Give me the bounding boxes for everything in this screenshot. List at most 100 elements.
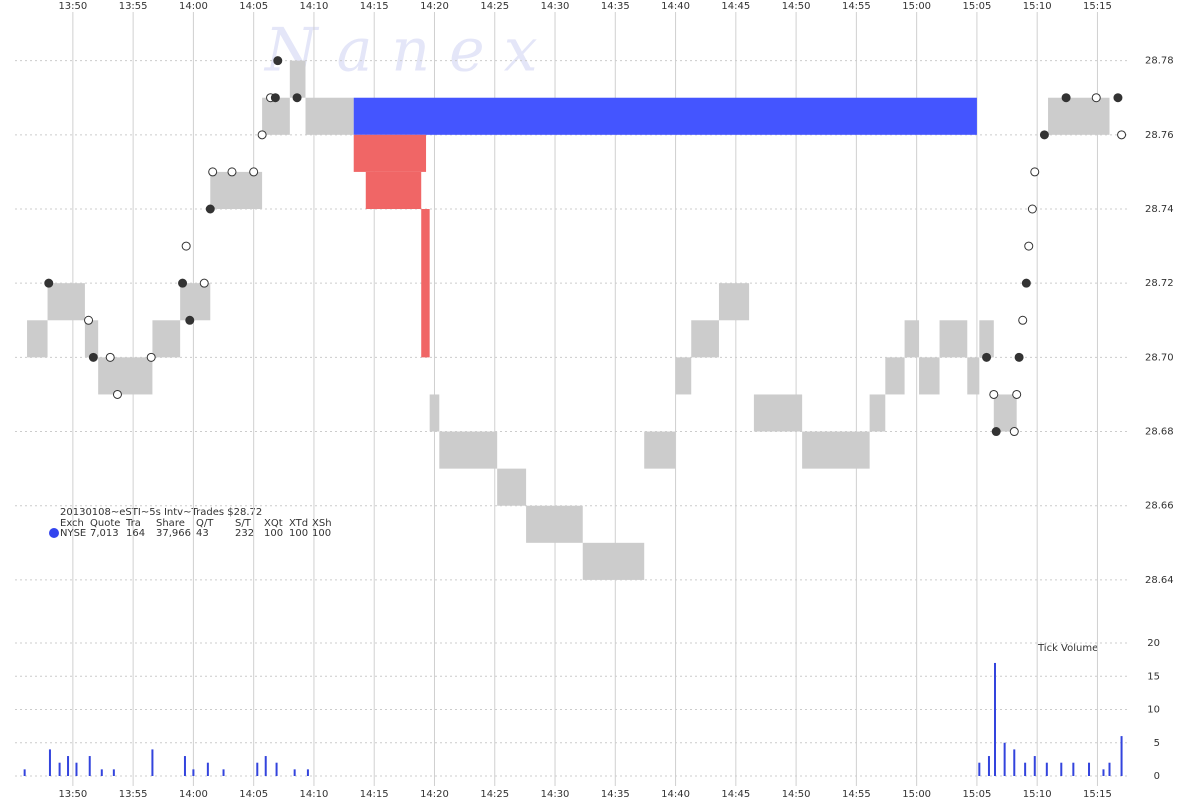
trade-point	[989, 389, 999, 399]
volume-bar	[151, 749, 154, 776]
trade-point	[181, 241, 191, 251]
trade-point	[257, 130, 267, 140]
volume-bar	[306, 769, 309, 776]
x-tick-label: 14:55	[842, 1, 871, 12]
x-tick-label: 14:15	[360, 1, 389, 12]
volume-bar	[183, 756, 186, 776]
chart-title: 20130108~eSTI~5s Intv~Trades $28.72	[60, 507, 262, 518]
quote-spread	[84, 320, 99, 358]
stats-header: XTd	[289, 518, 308, 529]
quote-spread	[675, 357, 692, 395]
trade-point	[1012, 389, 1022, 399]
x-tick-label: 14:20	[420, 789, 449, 800]
bid-size-block	[421, 209, 430, 358]
quote-spread	[993, 394, 1017, 432]
x-tick-label: 14:45	[721, 789, 750, 800]
volume-bar	[1013, 749, 1016, 776]
trade-point	[1018, 315, 1028, 325]
quote-spread	[180, 283, 211, 321]
volume-tick-label: 5	[1154, 738, 1160, 749]
volume-bar	[192, 769, 195, 776]
volume-bar	[100, 769, 103, 776]
quote-spread	[718, 283, 750, 321]
volume-bar	[256, 762, 259, 776]
quote-spread	[429, 394, 440, 432]
quote-spread	[979, 320, 994, 358]
legend-marker	[49, 528, 59, 538]
quote-spread	[497, 468, 527, 506]
x-tick-label: 13:55	[119, 789, 148, 800]
trade-point	[270, 93, 280, 103]
volume-bar	[206, 762, 209, 776]
volume-bar	[987, 756, 990, 776]
x-tick-label: 14:25	[480, 789, 509, 800]
y-tick-label: 28.74	[1145, 204, 1174, 215]
stats-cell: 100	[289, 528, 308, 539]
stats-header: Tra	[125, 518, 141, 529]
trade-point	[991, 427, 1001, 437]
trade-point	[1030, 167, 1040, 177]
volume-bar	[23, 769, 26, 776]
y-tick-label: 28.78	[1145, 56, 1174, 67]
x-tick-label: 15:10	[1023, 1, 1052, 12]
trade-point	[105, 352, 115, 362]
stats-cell: 43	[196, 528, 209, 539]
x-tick-label: 15:00	[902, 789, 931, 800]
trade-point	[199, 278, 209, 288]
trade-point	[1117, 130, 1127, 140]
quote-spread	[526, 505, 583, 543]
bid-size-block	[353, 134, 427, 172]
volume-bar	[275, 762, 278, 776]
volume-bar	[1102, 769, 1105, 776]
x-tick-label: 13:55	[119, 1, 148, 12]
x-tick-label: 15:00	[902, 1, 931, 12]
x-tick-label: 15:15	[1083, 1, 1112, 12]
stats-header: S/T	[235, 518, 252, 529]
x-tick-label: 14:10	[300, 789, 329, 800]
stats-cell: 7,013	[90, 528, 119, 539]
stats-cell: 164	[126, 528, 145, 539]
quote-spread	[152, 320, 181, 358]
quote-spread	[305, 97, 354, 135]
volume-bar	[88, 756, 91, 776]
x-tick-label: 14:20	[420, 1, 449, 12]
x-tick-label: 14:05	[239, 1, 268, 12]
stats-header: XSh	[312, 518, 332, 529]
x-tick-label: 14:30	[541, 1, 570, 12]
y-tick-label: 28.68	[1145, 427, 1174, 438]
volume-bar	[112, 769, 115, 776]
x-tick-label: 15:10	[1023, 789, 1052, 800]
trade-point	[112, 389, 122, 399]
volume-bar	[264, 756, 267, 776]
x-tick-label: 14:05	[239, 789, 268, 800]
x-tick-label: 14:25	[480, 1, 509, 12]
quote-spread	[439, 431, 498, 469]
trade-point	[1091, 93, 1101, 103]
x-tick-label: 14:35	[601, 789, 630, 800]
trade-point	[208, 167, 218, 177]
y-tick-label: 28.72	[1145, 278, 1174, 289]
stats-cell: 100	[312, 528, 331, 539]
trade-point	[1113, 93, 1123, 103]
volume-tick-label: 0	[1154, 771, 1160, 782]
x-tick-label: 14:00	[179, 1, 208, 12]
volume-bar	[993, 662, 996, 776]
bid-size-block	[365, 171, 422, 209]
quote-spread	[802, 431, 870, 469]
volume-tick-label: 20	[1147, 638, 1160, 649]
quote-spread	[47, 283, 85, 321]
trade-point	[1024, 241, 1034, 251]
volume-tick-label: 15	[1147, 671, 1160, 682]
ask-size-block	[353, 97, 977, 135]
volume-bar	[1060, 762, 1063, 776]
trade-point	[292, 93, 302, 103]
volume-bar	[293, 769, 296, 776]
y-tick-label: 28.64	[1145, 575, 1174, 586]
quote-spread	[939, 320, 968, 358]
quote-spread	[753, 394, 803, 432]
trade-point	[1009, 427, 1019, 437]
x-tick-label: 15:05	[962, 789, 991, 800]
stats-header: Exch	[60, 518, 84, 529]
trade-point	[1014, 352, 1024, 362]
